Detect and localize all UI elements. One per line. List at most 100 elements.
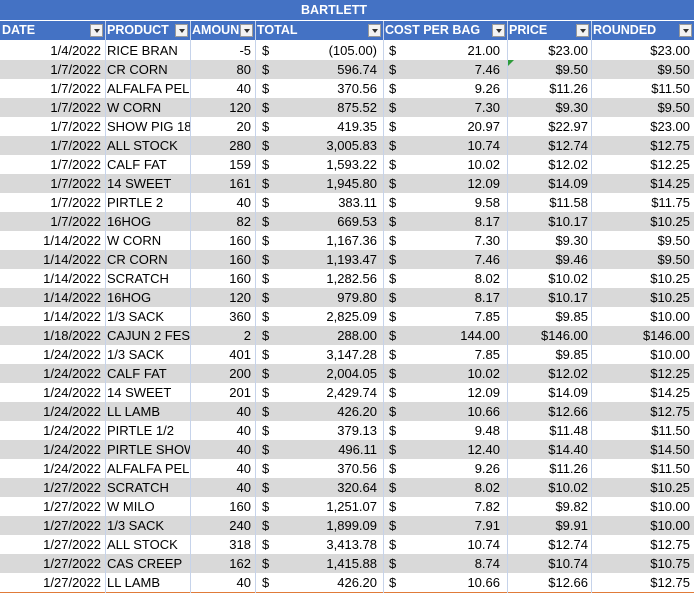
cell-text: 3,413.78: [326, 537, 377, 552]
cell-text: 1,593.22: [326, 157, 377, 172]
cell-text: 1/7/2022: [50, 62, 101, 77]
cell-text: 120: [229, 290, 251, 305]
cell-text: 10.02: [467, 157, 500, 172]
row-band: [0, 60, 694, 79]
cell-text: 426.20: [337, 404, 377, 419]
cell-text: CAJUN 2 FESC: [107, 328, 190, 343]
cell-text: W CORN: [107, 100, 162, 115]
currency-sign: $: [262, 423, 270, 438]
currency-sign: $: [389, 81, 397, 96]
cell-text: 40: [236, 423, 251, 438]
filter-button[interactable]: [175, 24, 188, 37]
cell-text: $9.50: [657, 252, 690, 267]
cell-text: 1/14/2022: [43, 309, 101, 324]
cell-text: 979.80: [337, 290, 377, 305]
cell-text: 20.97: [467, 119, 500, 134]
cell-text: $11.58: [549, 195, 588, 210]
cell-text: $10.00: [650, 309, 690, 324]
cell-text: $23.00: [650, 43, 690, 58]
column-header: TOTAL: [257, 23, 298, 37]
cell-text: $10.00: [650, 347, 690, 362]
cell-text: 1/18/2022: [43, 328, 101, 343]
cell-text: 7.85: [474, 347, 500, 362]
row-band: [0, 155, 694, 174]
cell-text: 9.58: [474, 195, 500, 210]
row-band: [0, 193, 694, 212]
cell-text: 1,899.09: [326, 518, 377, 533]
row-band: [0, 212, 694, 231]
cell-text: 1/3 SACK: [107, 347, 165, 362]
cell-text: $11.50: [651, 81, 690, 96]
cell-text: 370.56: [337, 461, 377, 476]
currency-sign: $: [262, 157, 270, 172]
cell-text: $12.74: [548, 537, 588, 552]
cell-text: $10.17: [548, 214, 588, 229]
cell-text: 7.30: [474, 233, 500, 248]
cell-text: 7.91: [474, 518, 500, 533]
filter-button[interactable]: [90, 24, 103, 37]
filter-button[interactable]: [240, 24, 253, 37]
currency-sign: $: [262, 271, 270, 286]
column-header: PRODUCT: [107, 23, 169, 37]
cell-text: ALFALFA PELL: [107, 461, 190, 476]
cell-text: PIRTLE 2: [107, 195, 164, 210]
currency-sign: $: [262, 442, 270, 457]
row-band: [0, 383, 694, 402]
cell-text: $14.25: [650, 176, 690, 191]
currency-sign: $: [389, 442, 397, 457]
cell-text: 1/7/2022: [50, 138, 101, 153]
currency-sign: $: [262, 461, 270, 476]
cell-text: 288.00: [337, 328, 377, 343]
cell-text: 40: [236, 575, 251, 590]
currency-sign: $: [262, 62, 270, 77]
cell-text: SCRATCH: [107, 480, 169, 495]
currency-sign: $: [389, 43, 397, 58]
currency-sign: $: [262, 499, 270, 514]
sheet-title: BARTLETT: [301, 3, 367, 17]
row-band: [0, 364, 694, 383]
cell-text: 21.00: [467, 43, 500, 58]
currency-sign: $: [389, 404, 397, 419]
filter-button[interactable]: [679, 24, 692, 37]
cell-text: $146.00: [643, 328, 690, 343]
cell-text: 280: [229, 138, 251, 153]
currency-sign: $: [262, 328, 270, 343]
cell-text: (105.00): [328, 43, 377, 58]
row-band: [0, 41, 694, 60]
row-band: [0, 345, 694, 364]
column-divider: [507, 21, 508, 593]
column-divider: [591, 21, 592, 593]
currency-sign: $: [389, 100, 397, 115]
cell-text: $9.30: [555, 233, 588, 248]
cell-text: 40: [236, 461, 251, 476]
currency-sign: $: [389, 461, 397, 476]
cell-text: $10.02: [548, 271, 588, 286]
cell-text: 2,429.74: [326, 385, 377, 400]
row-band: [0, 231, 694, 250]
row-band: [0, 250, 694, 269]
cell-text: $11.50: [651, 461, 690, 476]
filter-button[interactable]: [368, 24, 381, 37]
currency-sign: $: [389, 518, 397, 533]
currency-sign: $: [262, 81, 270, 96]
cell-text: $23.00: [650, 119, 690, 134]
cell-text: 12.40: [467, 442, 500, 457]
cell-text: 1,945.80: [326, 176, 377, 191]
currency-sign: $: [389, 499, 397, 514]
cell-text: SCRATCH: [107, 271, 169, 286]
cell-text: 320.64: [337, 480, 377, 495]
filter-button[interactable]: [492, 24, 505, 37]
cell-text: W CORN: [107, 233, 162, 248]
cell-text: 1/24/2022: [43, 347, 101, 362]
filter-button[interactable]: [576, 24, 589, 37]
cell-text: 8.02: [474, 271, 500, 286]
cell-text: $9.46: [555, 252, 588, 267]
cell-text: $12.75: [650, 537, 690, 552]
currency-sign: $: [262, 518, 270, 533]
cell-text: 7.30: [474, 100, 500, 115]
cell-text: 1/27/2022: [43, 575, 101, 590]
currency-sign: $: [262, 290, 270, 305]
cell-text: $12.66: [548, 575, 588, 590]
row-band: [0, 79, 694, 98]
cell-text: 160: [229, 233, 251, 248]
